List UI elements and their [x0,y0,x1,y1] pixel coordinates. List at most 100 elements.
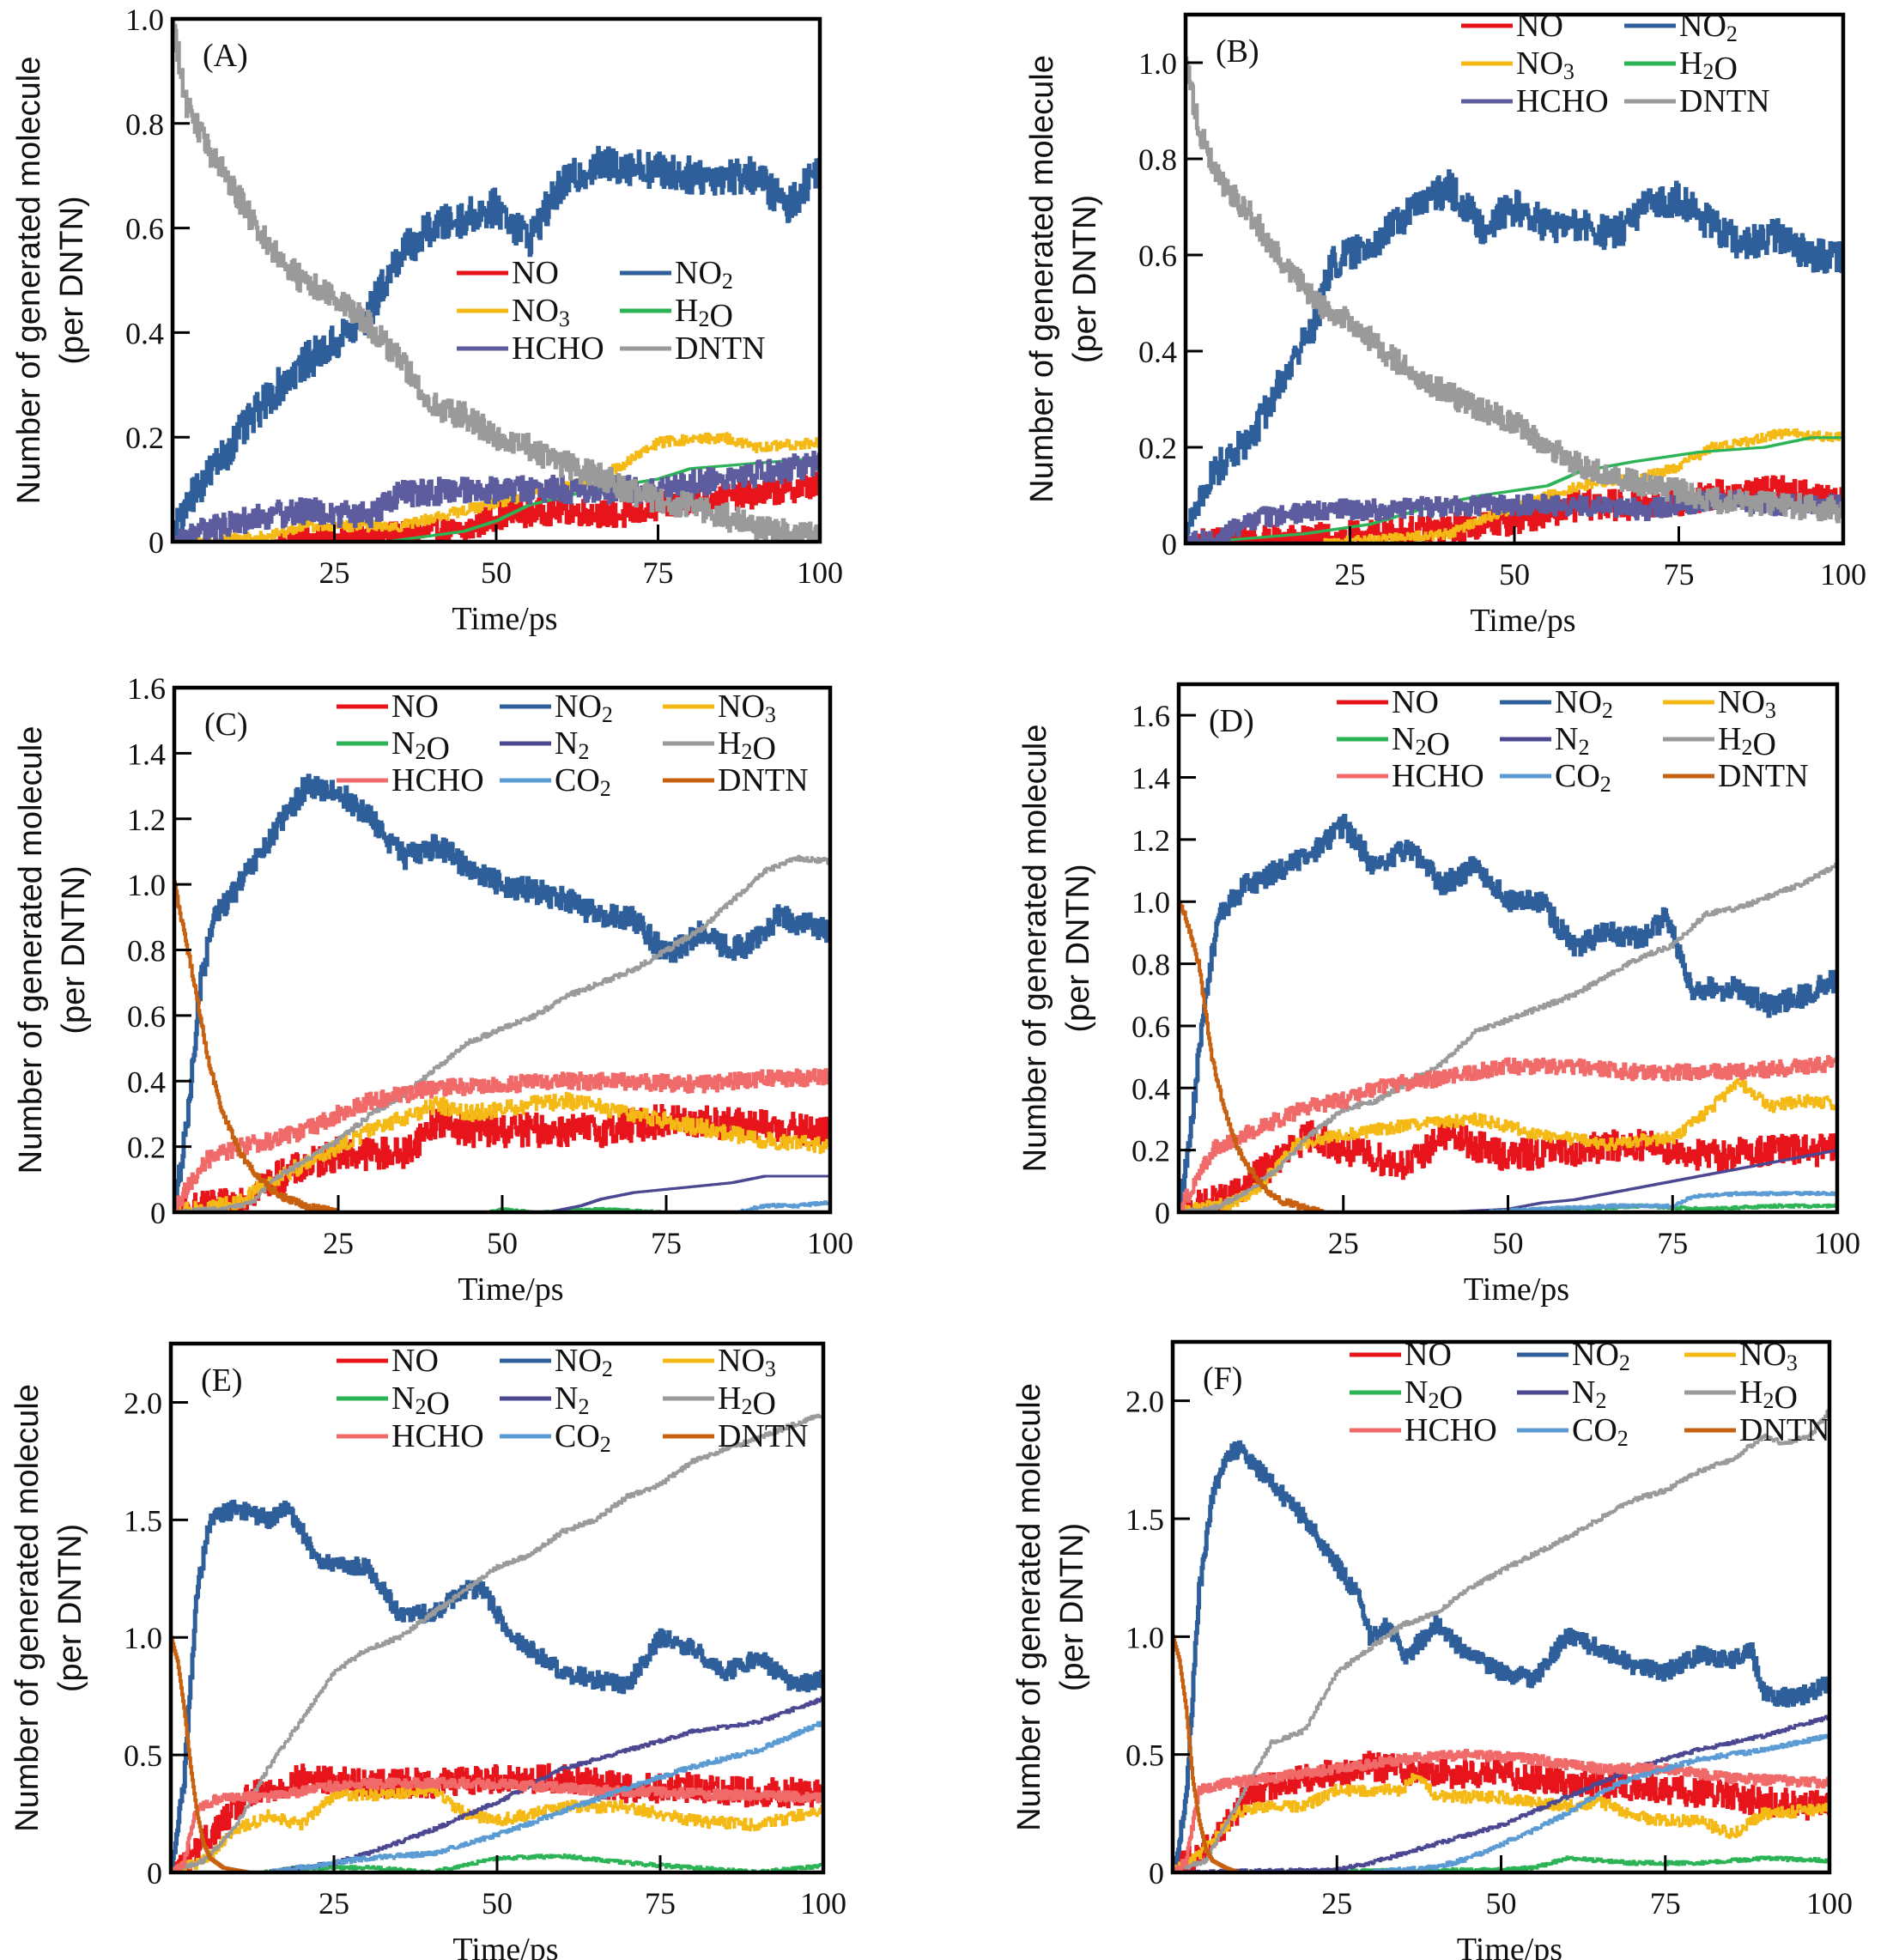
legend-label: CO2 [555,762,611,801]
series-line-no3 [171,1783,823,1872]
legend-item-hcho: HCHO [457,331,604,367]
legend-item-co2: CO2 [1500,758,1611,797]
legend-label: NO2 [1679,8,1738,46]
series-line-h2o [1173,1409,1829,1872]
legend-label: DNTN [675,331,766,367]
panel-label: (A) [203,38,248,74]
panel-d: 25 50 75 100 0 0.2 0.4 0.6 0.8 1.0 1.2 1.4 1.6 Time/p… [1017,682,1860,1308]
x-axis-title: Time/ps [458,1271,563,1308]
legend-label: NO3 [512,293,570,331]
series-line-dntn [173,20,820,542]
legend-label: HCHO [512,331,604,367]
legend-label: H2O [1739,1374,1798,1416]
legend-label: NO [1392,684,1439,720]
series-line-no2 [1186,169,1843,543]
x-tick-label: 25 [319,1886,349,1921]
y-tick-label: 0.4 [1132,1071,1170,1106]
panel-label: (F) [1203,1361,1242,1397]
y-tick-label: 2.0 [1125,1385,1164,1419]
legend-label: NO3 [1516,46,1574,84]
series-line-n2 [1179,1149,1837,1212]
panel-label: (E) [201,1362,243,1399]
legend-label: NO2 [555,689,613,727]
legend-label: N2O [1405,1374,1463,1416]
x-tick-label: 75 [1657,1226,1688,1260]
plot-area [171,1413,823,1872]
y-tick-label: 0 [149,525,164,560]
x-tick-label: 100 [807,1226,853,1260]
legend-item-dntn: DNTN [1663,758,1809,794]
y-axis-title: Number of generated molecule [1017,725,1053,1173]
legend-label: N2O [391,1380,450,1422]
legend-item-no: NO [457,255,559,291]
series-line-dntn [174,880,830,1212]
legend-item-hcho: HCHO [337,1418,484,1454]
legend-item-dntn: DNTN [1624,83,1770,119]
y-tick-label: 0.8 [127,934,166,968]
plot-area [1173,1409,1829,1872]
y-axis-title: Number of generated molecule [1011,1383,1047,1831]
legend-item-co2: CO2 [1517,1412,1629,1451]
series-line-co2 [1179,1191,1837,1212]
y-tick-label: 0.8 [125,107,164,142]
y-tick-label: 0 [1162,527,1177,561]
legend-item-no2: NO2 [620,255,733,294]
legend-item-n2o: N2O [337,725,450,767]
y-axis-title-unit: (per DNTN) [1054,1523,1090,1691]
legend-item-no3: NO3 [457,293,570,331]
x-tick-label: 50 [1493,1226,1524,1260]
series-line-co2 [171,1720,823,1872]
y-tick-label: 0.6 [127,999,166,1034]
panel-label: (B) [1216,33,1259,70]
y-tick-label: 0.2 [1132,1134,1170,1168]
series-line-co2 [174,1200,830,1212]
legend-label: DNTN [1718,758,1809,794]
legend-label: N2 [1555,721,1589,760]
y-tick-label: 1.5 [124,1503,162,1538]
plot-area [1186,56,1843,543]
legend-item-h2o: H2O [1663,721,1776,762]
series-line-hcho [174,1068,830,1212]
x-axis-title: Time/ps [1457,1932,1562,1960]
legend: NO NO2 NO3 N2O N2 H2O HCHO CO2 DNTN [1350,1337,1830,1451]
x-tick-label: 75 [645,1886,676,1921]
legend-label: NO3 [1739,1337,1798,1375]
legend-label: NO [512,255,559,291]
legend-item-dntn: DNTN [663,1418,809,1454]
y-axis-title: Number of generated molecule [11,57,47,505]
y-axis-title-unit: (per DNTN) [1067,195,1103,363]
x-tick-label: 50 [481,555,512,590]
panel-f: 25 50 75 100 0 0.5 1.0 1.5 2.0 Time/ps Number of g… [1011,1337,1853,1960]
legend-label: NO3 [1718,684,1776,723]
series-line-dntn [1186,56,1843,524]
legend-item-no3: NO3 [1684,1337,1798,1375]
legend-item-co2: CO2 [500,1418,611,1457]
panel-label: (D) [1209,703,1254,739]
legend-label: H2O [1679,46,1738,87]
y-axis-title: Number of generated molecule [1024,55,1060,503]
y-tick-label: 1.6 [127,671,166,706]
series-line-hcho [173,450,820,542]
legend-label: HCHO [1405,1412,1497,1448]
legend: NO NO2 NO3 H2O HCHO DNTN [457,255,766,367]
legend-item-no: NO [1350,1337,1452,1373]
x-tick-label: 100 [1820,557,1866,592]
x-axis-title: Time/ps [1470,603,1575,639]
series-line-no3 [1173,1773,1829,1872]
y-axis-title-unit: (per DNTN) [52,1524,88,1692]
x-tick-label: 25 [1335,557,1366,592]
legend-item-n2: N2 [1500,721,1589,760]
y-axis-title: Number of generated molecule [9,1384,46,1832]
y-tick-label: 0 [1155,1196,1170,1230]
series-line-no2 [174,774,830,1212]
series-line-h2o [174,854,830,1212]
panel-label: (C) [204,707,248,743]
series-line-no2 [1179,813,1837,1212]
y-tick-label: 0.8 [1138,143,1177,177]
y-tick-label: 0.4 [125,316,164,350]
y-tick-label: 2.0 [124,1386,162,1420]
legend-item-dntn: DNTN [663,762,809,798]
panel-c: 25 50 75 100 0 0.2 0.4 0.6 0.8 1.0 1.2 1.4 1.6 Time/p… [13,671,853,1308]
panel-b: 25 50 75 100 0 0.2 0.4 0.6 0.8 1.0 Time/ps Number o… [1024,8,1866,639]
legend-label: HCHO [391,1418,484,1454]
